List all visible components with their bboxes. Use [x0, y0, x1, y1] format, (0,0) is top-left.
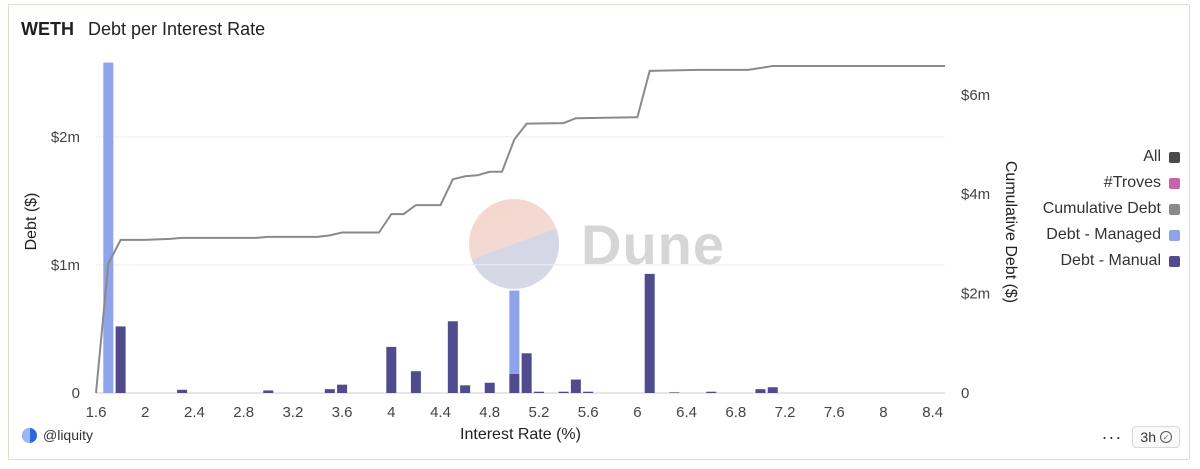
bar: [324, 389, 335, 393]
y2-tick-label: $6m: [961, 87, 990, 104]
check-circle-icon: ✓: [1160, 431, 1172, 443]
bar: [583, 391, 594, 393]
bar: [509, 290, 520, 374]
bar: [644, 273, 655, 393]
bar: [755, 389, 766, 393]
y2-tick-label: $4m: [961, 186, 990, 203]
bar: [669, 392, 680, 393]
x-tick-label: 3.2: [282, 404, 303, 421]
y-tick-label: $2m: [51, 129, 80, 146]
x-tick-label: 8.4: [922, 404, 943, 421]
x-tick-label: 2.4: [184, 404, 205, 421]
legend-swatch: [1169, 151, 1180, 163]
y2-axis-title: Cumulative Debt ($): [1002, 161, 1019, 303]
y2-tick-label: 0: [961, 385, 969, 402]
x-tick-label: 2.8: [233, 404, 254, 421]
asset-label: WETH: [21, 19, 74, 39]
legend-swatch: [1169, 229, 1180, 241]
bar: [115, 326, 126, 393]
x-tick-label: 6.8: [725, 404, 746, 421]
x-tick-label: 6: [633, 404, 641, 421]
author-link[interactable]: @liquity: [22, 427, 93, 443]
legend-label: All: [1143, 148, 1161, 165]
bar: [177, 389, 188, 393]
bar: [767, 387, 778, 393]
liquity-logo-icon: [22, 427, 37, 443]
dune-logo-icon: [469, 199, 559, 289]
bar: [103, 62, 114, 394]
x-tick-label: 5.2: [529, 404, 550, 421]
y2-tick-label: $2m: [961, 286, 990, 303]
legend-swatch: [1169, 255, 1180, 267]
legend-label: Debt - Managed: [1046, 226, 1161, 243]
y-tick-label: 0: [72, 385, 80, 402]
author-handle: @liquity: [43, 427, 94, 443]
bar: [521, 353, 532, 393]
bar: [706, 391, 717, 393]
chart-header: WETH Debt per Interest Rate: [21, 19, 265, 40]
cumulative-debt-line: [95, 65, 945, 394]
refresh-age-badge[interactable]: 3h ✓: [1132, 426, 1180, 448]
bar: [533, 391, 544, 393]
legend-label: Cumulative Debt: [1042, 200, 1161, 217]
legend-item-cumulative-debt[interactable]: Cumulative Debt: [1043, 196, 1180, 222]
x-axis-title: Interest Rate (%): [460, 426, 581, 443]
bar: [410, 371, 421, 393]
x-tick-label: 2: [141, 404, 149, 421]
x-tick-label: 7.2: [775, 404, 796, 421]
bar: [484, 382, 495, 393]
x-tick-label: 6.4: [676, 404, 697, 421]
refresh-age-label: 3h: [1140, 429, 1156, 445]
more-options-button[interactable]: ···: [1101, 427, 1123, 447]
x-tick-label: 8: [879, 404, 887, 421]
y-tick-label: $1m: [51, 257, 80, 274]
legend-swatch: [1169, 177, 1180, 189]
bar: [386, 346, 397, 393]
x-tick-label: 5.6: [578, 404, 599, 421]
legend-label: #Troves: [1103, 174, 1161, 191]
chart-card: [8, 4, 1190, 460]
legend-item-debt-manual[interactable]: Debt - Manual: [1043, 248, 1180, 274]
x-tick-label: 1.6: [86, 404, 107, 421]
bar: [337, 384, 348, 393]
legend: All #Troves Cumulative Debt Debt - Manag…: [1043, 144, 1180, 274]
legend-item-debt-managed[interactable]: Debt - Managed: [1043, 222, 1180, 248]
bar: [509, 373, 520, 393]
x-tick-label: 7.6: [824, 404, 845, 421]
legend-item-troves[interactable]: #Troves: [1043, 170, 1180, 196]
x-tick-label: 4.4: [430, 404, 451, 421]
y-axis-title: Debt ($): [23, 193, 40, 251]
bar: [460, 385, 471, 393]
bar: [263, 390, 274, 393]
legend-swatch: [1169, 203, 1180, 215]
footer-actions: ··· 3h ✓: [1101, 426, 1180, 448]
bar: [447, 321, 458, 393]
x-tick-label: 3.6: [332, 404, 353, 421]
x-tick-label: 4.8: [479, 404, 500, 421]
bar: [558, 391, 569, 393]
legend-label: Debt - Manual: [1060, 252, 1162, 269]
legend-item-all[interactable]: All: [1043, 144, 1180, 170]
bar: [570, 379, 581, 393]
chart-title: Debt per Interest Rate: [88, 19, 266, 39]
x-tick-label: 4: [387, 404, 395, 421]
